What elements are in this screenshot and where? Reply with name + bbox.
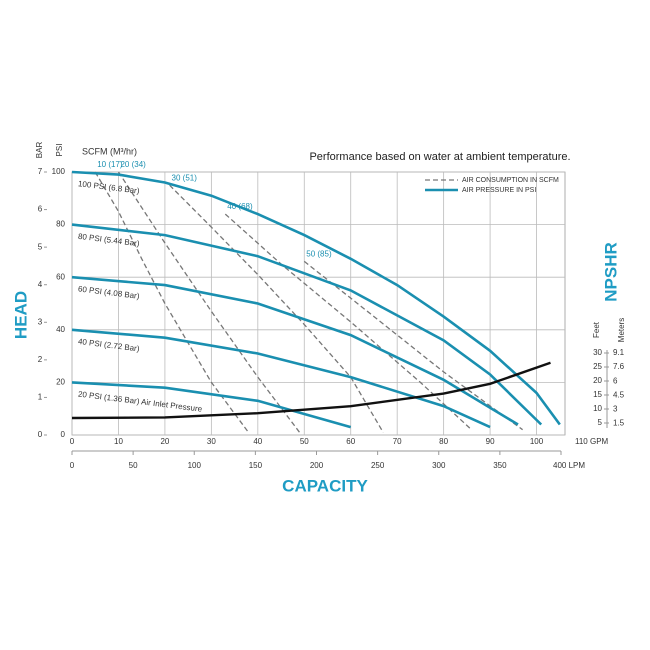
gpm-tick-label: 50	[300, 437, 309, 446]
scfm-label: SCFM (M³/hr)	[82, 146, 137, 156]
feet-axis-label: Feet	[592, 321, 601, 338]
bar-tick-label: 2	[38, 355, 43, 364]
gpm-tick-label: 80	[439, 437, 448, 446]
gpm-tick-label: 10	[114, 437, 123, 446]
meters-tick-label: 9.1	[613, 348, 625, 357]
lpm-tick-label: 100	[188, 461, 202, 470]
legend-label: AIR PRESSURE IN PSI	[462, 187, 536, 194]
npshr-line	[71, 361, 551, 420]
pressure-line-label: 60 PSI (4.08 Bar)	[77, 284, 140, 301]
feet-tick-label: 25	[593, 362, 602, 371]
chart-title: Performance based on water at ambient te…	[309, 151, 570, 163]
pressure-line	[71, 275, 519, 426]
meters-axis-label: Meters	[617, 318, 626, 342]
air-consumption-line	[117, 171, 301, 433]
lpm-tick-label: 50	[129, 461, 138, 470]
pressure-line	[71, 381, 352, 429]
gpm-tick-label: 40	[253, 437, 262, 446]
bar-axis-label: BAR	[35, 142, 44, 159]
meters-tick-label: 4.5	[613, 391, 625, 400]
lpm-tick-label: 400 LPM	[553, 461, 585, 470]
air-consumption-line	[94, 171, 250, 433]
bar-tick-label: 3	[38, 317, 43, 326]
psi-axis-label: PSI	[55, 144, 64, 157]
lpm-tick-label: 0	[70, 461, 75, 470]
air-line-label: 30 (51)	[172, 173, 198, 182]
feet-tick-label: 10	[593, 404, 602, 413]
psi-tick-label: 40	[56, 325, 65, 334]
gpm-tick-label: 70	[393, 437, 402, 446]
psi-tick-label: 80	[56, 220, 65, 229]
gpm-tick-label: 30	[207, 437, 216, 446]
lpm-tick-label: 150	[249, 461, 263, 470]
psi-tick-label: 20	[56, 378, 65, 387]
psi-tick-label: 60	[56, 272, 65, 281]
meters-tick-label: 3	[613, 404, 618, 413]
bar-tick-label: 4	[38, 280, 43, 289]
meters-tick-label: 7.6	[613, 362, 625, 371]
air-line-label: 20 (34)	[120, 160, 146, 169]
bar-tick-label: 5	[38, 242, 43, 251]
feet-tick-label: 20	[593, 376, 602, 385]
lpm-tick-label: 200	[310, 461, 324, 470]
gpm-tick-label: 90	[486, 437, 495, 446]
air-consumption-line	[303, 260, 523, 431]
bar-tick-label: 1	[38, 393, 43, 402]
air-line-label: 50 (85)	[306, 250, 332, 259]
bar-tick-label: 6	[38, 205, 43, 214]
pressure-line-label: 80 PSI (5.44 Bar)	[77, 232, 140, 249]
air-line-label: 10 (17)	[97, 160, 123, 169]
bar-tick-label: 0	[38, 430, 43, 439]
feet-tick-label: 15	[593, 390, 602, 399]
psi-tick-label: 0	[61, 430, 66, 439]
bar-tick-label: 7	[38, 167, 43, 176]
gpm-tick-label: 100	[530, 437, 544, 446]
feet-tick-label: 5	[598, 418, 603, 427]
air-consumption-line	[169, 184, 384, 433]
pressure-line-label: 20 PSI (1.36 Bar) Air Inlet Pressure	[77, 390, 203, 414]
gpm-tick-label: 20	[160, 437, 169, 446]
head-label: HEAD	[11, 291, 30, 339]
psi-tick-label: 100	[52, 167, 66, 176]
pressure-line-label: 40 PSI (2.72 Bar)	[77, 337, 140, 354]
feet-tick-label: 30	[593, 348, 602, 357]
pressure-line	[71, 328, 491, 429]
pressure-line	[71, 170, 561, 426]
pressure-line-label: 100 PSI (6.8 Bar)	[77, 179, 140, 196]
air-consumption-line	[224, 213, 472, 431]
meters-tick-label: 6	[613, 377, 618, 386]
plot-frame	[71, 171, 566, 436]
lpm-tick-label: 250	[371, 461, 385, 470]
gpm-tick-label: 110 GPM	[575, 437, 609, 446]
lpm-tick-label: 300	[432, 461, 446, 470]
capacity-label: CAPACITY	[282, 476, 368, 495]
npshr-label: NPSHR	[601, 242, 620, 302]
gpm-tick-label: 0	[70, 437, 75, 446]
lpm-tick-label: 350	[493, 461, 507, 470]
meters-tick-label: 1.5	[613, 418, 625, 427]
legend-label: AIR CONSUMPTION IN SCFM	[462, 177, 559, 184]
pressure-line	[71, 223, 543, 426]
gpm-tick-label: 60	[346, 437, 355, 446]
